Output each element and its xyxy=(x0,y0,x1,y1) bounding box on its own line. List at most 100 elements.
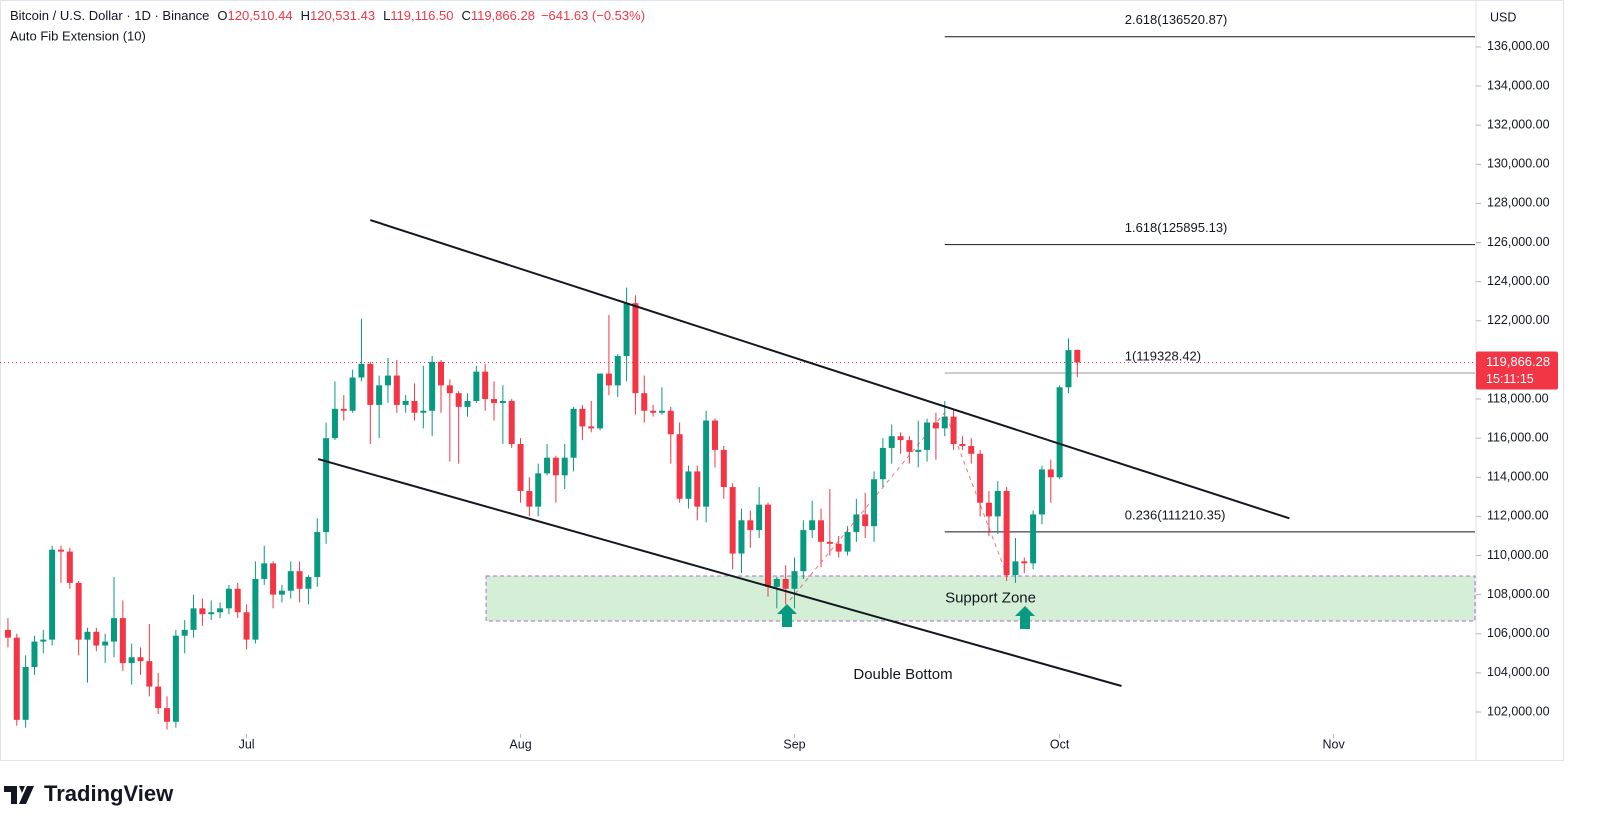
candle-body xyxy=(800,530,807,572)
candle-body xyxy=(208,612,215,615)
candle-body xyxy=(879,447,886,480)
trend-line xyxy=(317,458,1122,687)
candle-body xyxy=(703,420,710,507)
candle-body xyxy=(402,400,409,405)
y-tick-label: 128,000.00 xyxy=(1487,196,1550,210)
candle-body xyxy=(411,400,418,413)
candle-body xyxy=(393,375,400,405)
candle-body xyxy=(225,588,232,609)
candle-body xyxy=(199,608,206,615)
last-price-label: 119,866.28 xyxy=(1486,354,1550,369)
candle-body xyxy=(694,471,701,507)
candle-body xyxy=(119,618,126,664)
y-tick-label: 116,000.00 xyxy=(1487,430,1549,444)
candle-body xyxy=(764,504,771,587)
candle-body xyxy=(128,657,135,664)
candle-body xyxy=(358,363,365,378)
symbol: Bitcoin / U.S. Dollar · 1D · Binance xyxy=(10,8,209,23)
candle-body xyxy=(296,571,303,589)
candle-body xyxy=(1065,350,1072,388)
y-tick-label: 132,000.00 xyxy=(1487,117,1550,131)
candle-body xyxy=(711,420,718,450)
y-tick-label: 134,000.00 xyxy=(1487,78,1550,92)
candle-body xyxy=(588,426,595,429)
candle-body xyxy=(1003,490,1010,576)
candle-body xyxy=(102,641,109,646)
candle-body xyxy=(287,571,294,591)
candle-body xyxy=(756,504,763,531)
candle-body xyxy=(464,400,471,407)
candle-body xyxy=(650,410,657,413)
candle-body xyxy=(482,371,489,400)
candle-body xyxy=(22,667,29,720)
ohlc-key: L xyxy=(383,8,390,23)
candle-body xyxy=(261,563,268,579)
candle-body xyxy=(853,514,860,533)
annotation: Double Bottom xyxy=(853,666,952,683)
y-tick-label: 122,000.00 xyxy=(1487,313,1550,327)
candles xyxy=(4,287,1081,730)
candle-body xyxy=(685,471,692,499)
candle-body xyxy=(473,371,480,401)
ohlc-value: 120,510.44 xyxy=(228,8,293,23)
candle-body xyxy=(570,408,577,458)
header-line: Bitcoin / U.S. Dollar · 1D · Binance O120… xyxy=(10,8,645,23)
y-tick-label: 108,000.00 xyxy=(1487,587,1550,601)
y-tick-label: 102,000.00 xyxy=(1487,704,1550,718)
candle-body xyxy=(526,490,533,507)
fib-zigzag xyxy=(789,411,1009,601)
logo-icon xyxy=(4,786,34,804)
ohlc-key: C xyxy=(461,8,470,23)
x-tick-label: Aug xyxy=(509,737,531,751)
candle-body xyxy=(1047,469,1054,478)
candle-body xyxy=(623,303,630,357)
candle-body xyxy=(181,629,188,636)
candle-body xyxy=(597,373,604,429)
x-tick-label: Oct xyxy=(1050,737,1070,751)
candle-body xyxy=(535,473,542,507)
candle-body xyxy=(137,657,144,662)
candle-body xyxy=(40,639,47,642)
candle-body xyxy=(676,434,683,499)
candle-body xyxy=(111,618,118,642)
candle-body xyxy=(49,549,56,640)
y-tick-label: 106,000.00 xyxy=(1487,626,1550,640)
candle-body xyxy=(1021,561,1028,564)
candle-body xyxy=(13,637,20,720)
candle-body xyxy=(93,631,100,646)
candle-body xyxy=(835,543,842,552)
candle-body xyxy=(747,520,754,531)
candle-body xyxy=(234,588,241,613)
candle-body xyxy=(367,363,374,405)
candle-body xyxy=(809,520,816,531)
candle-body xyxy=(994,490,1001,517)
candle-body xyxy=(349,377,356,411)
candle-body xyxy=(384,375,391,386)
last-price-tag xyxy=(1476,351,1558,390)
x-tick-label: Nov xyxy=(1322,737,1345,751)
candle-body xyxy=(57,549,64,552)
candle-body xyxy=(871,479,878,527)
logo-text: TradingView xyxy=(44,781,174,806)
candle-body xyxy=(278,590,285,595)
currency: USD xyxy=(1490,10,1516,24)
ohlc-value: 120,531.43 xyxy=(310,8,375,23)
candle-body xyxy=(579,408,586,427)
support-zone-label: Support Zone xyxy=(945,590,1036,607)
candle-body xyxy=(66,551,73,583)
y-tick-label: 118,000.00 xyxy=(1487,391,1549,405)
fib-label: 1.618(125895.13) xyxy=(1125,220,1228,235)
candle-body xyxy=(862,514,869,527)
candle-body xyxy=(729,487,736,554)
candle-body xyxy=(906,440,913,452)
candle-body xyxy=(84,631,91,640)
countdown: 15:11:15 xyxy=(1486,372,1534,386)
fib-label: 2.618(136520.87) xyxy=(1125,12,1228,27)
candle-body xyxy=(977,453,984,503)
y-tick-label: 130,000.00 xyxy=(1487,157,1550,171)
ohlc-value: 119,866.28 xyxy=(471,8,535,23)
candle-body xyxy=(818,520,825,542)
candle-body xyxy=(31,641,38,668)
ohlc-key: H xyxy=(301,8,310,23)
candle-body xyxy=(552,457,559,476)
